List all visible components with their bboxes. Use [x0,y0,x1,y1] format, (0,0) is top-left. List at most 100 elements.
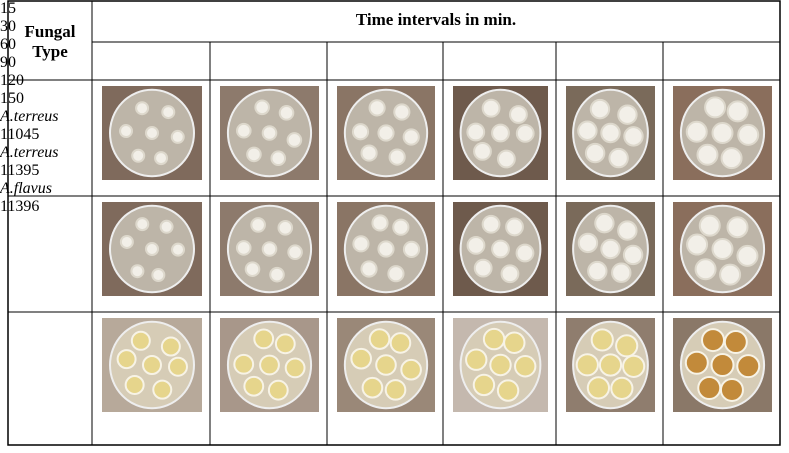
colony [600,238,621,260]
colony [131,148,146,163]
colony [589,98,611,120]
row-label: A.flavus 11396 [0,180,84,216]
petri-dish-image [102,202,202,296]
colony [623,126,644,147]
colony [600,122,621,144]
colony [119,234,134,249]
petri-dish-image [102,86,202,180]
colony [235,240,252,256]
colony [402,128,420,146]
species: terreus [13,144,59,161]
petri-dish-image [220,202,319,296]
colony [590,328,614,352]
colony [577,232,599,254]
colony [697,376,722,401]
petri-dish-image [453,86,548,180]
colony [368,99,386,117]
first-column-header: Fungal Type [24,22,76,61]
colony [594,212,615,234]
colony [497,149,516,169]
petri-dish-image [337,86,435,180]
colony [250,217,266,233]
colony [371,214,389,232]
colony [375,354,397,376]
table-border [7,0,781,446]
colony [473,258,493,278]
colony [500,264,520,284]
colony [684,350,709,375]
colony [465,348,488,371]
colony [274,333,296,355]
colony [723,330,748,355]
colony [481,98,501,118]
genus: A. [0,144,14,161]
genus: A. [0,180,14,197]
colony [254,99,270,116]
colony [694,258,717,281]
colony [267,379,289,401]
colony [161,105,176,120]
colony [124,374,145,395]
colony [514,355,537,378]
colony [719,263,742,286]
colony [482,327,506,351]
colony [368,328,391,350]
colony [491,239,510,259]
colony [360,144,378,162]
petri-dish-image [453,202,548,296]
petri-dish-image [673,202,772,296]
colony [130,330,151,351]
colony [515,243,535,263]
colony [622,244,644,266]
colony [720,147,743,170]
colony [617,104,638,125]
colony [608,147,629,169]
colony [402,240,421,258]
colony [269,266,285,283]
colony [515,124,535,143]
colony [701,328,726,353]
petri-dish-image [102,318,202,412]
colony [135,217,150,232]
colony [726,100,749,123]
colony [587,260,608,282]
colony [696,143,719,166]
petri-dish-image [566,202,655,296]
column-header: 150 [0,90,24,107]
colony [387,265,405,283]
strain: 11396 [0,198,40,215]
colony [145,126,159,140]
colony [361,376,384,399]
colony [698,214,721,237]
colony [617,220,638,241]
colony [233,353,255,375]
colony [737,123,760,146]
colony [489,353,512,377]
petri-dish-image [220,86,319,180]
colony [145,242,159,256]
colony [704,96,727,119]
genus: A. [0,108,14,125]
colony [352,235,370,253]
colony [360,260,378,278]
petri-dish-image [453,318,548,412]
colony [711,122,734,144]
colony [170,129,185,144]
colony [154,151,169,166]
colony [586,376,611,400]
colony [388,148,406,166]
colony [473,141,492,161]
colony [142,355,162,375]
colony [610,376,634,400]
colony [726,216,749,239]
colony [160,336,181,357]
colony [509,105,528,124]
colony [736,244,759,267]
petri-dish-image [337,202,435,296]
colony [598,353,623,377]
colony [400,358,422,381]
petri-dish-image [566,318,655,412]
colony [491,123,510,143]
